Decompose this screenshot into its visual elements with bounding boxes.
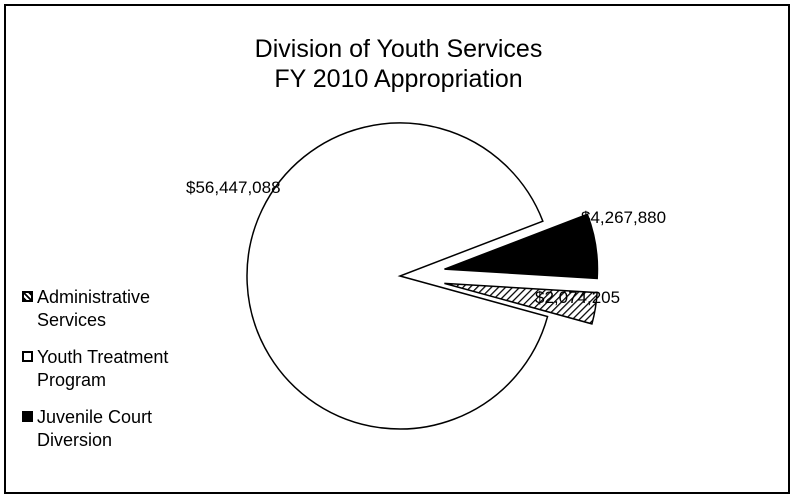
legend-item-juvenile-court: Juvenile Court Diversion (22, 406, 242, 452)
pie-slice-youth-treatment (246, 122, 549, 430)
legend-item-youth-treatment: Youth Treatment Program (22, 346, 242, 392)
legend-item-administrative: Administrative Services (22, 286, 242, 332)
legend-swatch-white (22, 351, 33, 362)
slice-label-youth-treatment: $56,447,088 (186, 178, 281, 197)
legend-label-line: Juvenile Court (37, 407, 153, 427)
slice-label-administrative: $2,074,205 (535, 288, 620, 307)
legend-label-line: Diversion (37, 430, 113, 450)
chart-title: Division of Youth Services (254, 35, 543, 63)
chart-subtitle: FY 2010 Appropriation (274, 65, 523, 93)
legend-label-line: Administrative (37, 287, 151, 307)
pie-slice-administrative (444, 282, 598, 325)
legend-label-line: Program (37, 370, 107, 390)
legend-swatch-hatched (22, 291, 33, 302)
slice-label-juvenile-court: $4,267,880 (581, 208, 666, 227)
legend-label-line: Services (37, 310, 107, 330)
legend-swatch-black (22, 411, 33, 422)
pie-slice-juvenile-court (444, 213, 599, 280)
legend-label-line: Youth Treatment (37, 347, 169, 367)
chart-legend: Administrative Services Youth Treatment … (22, 286, 242, 466)
